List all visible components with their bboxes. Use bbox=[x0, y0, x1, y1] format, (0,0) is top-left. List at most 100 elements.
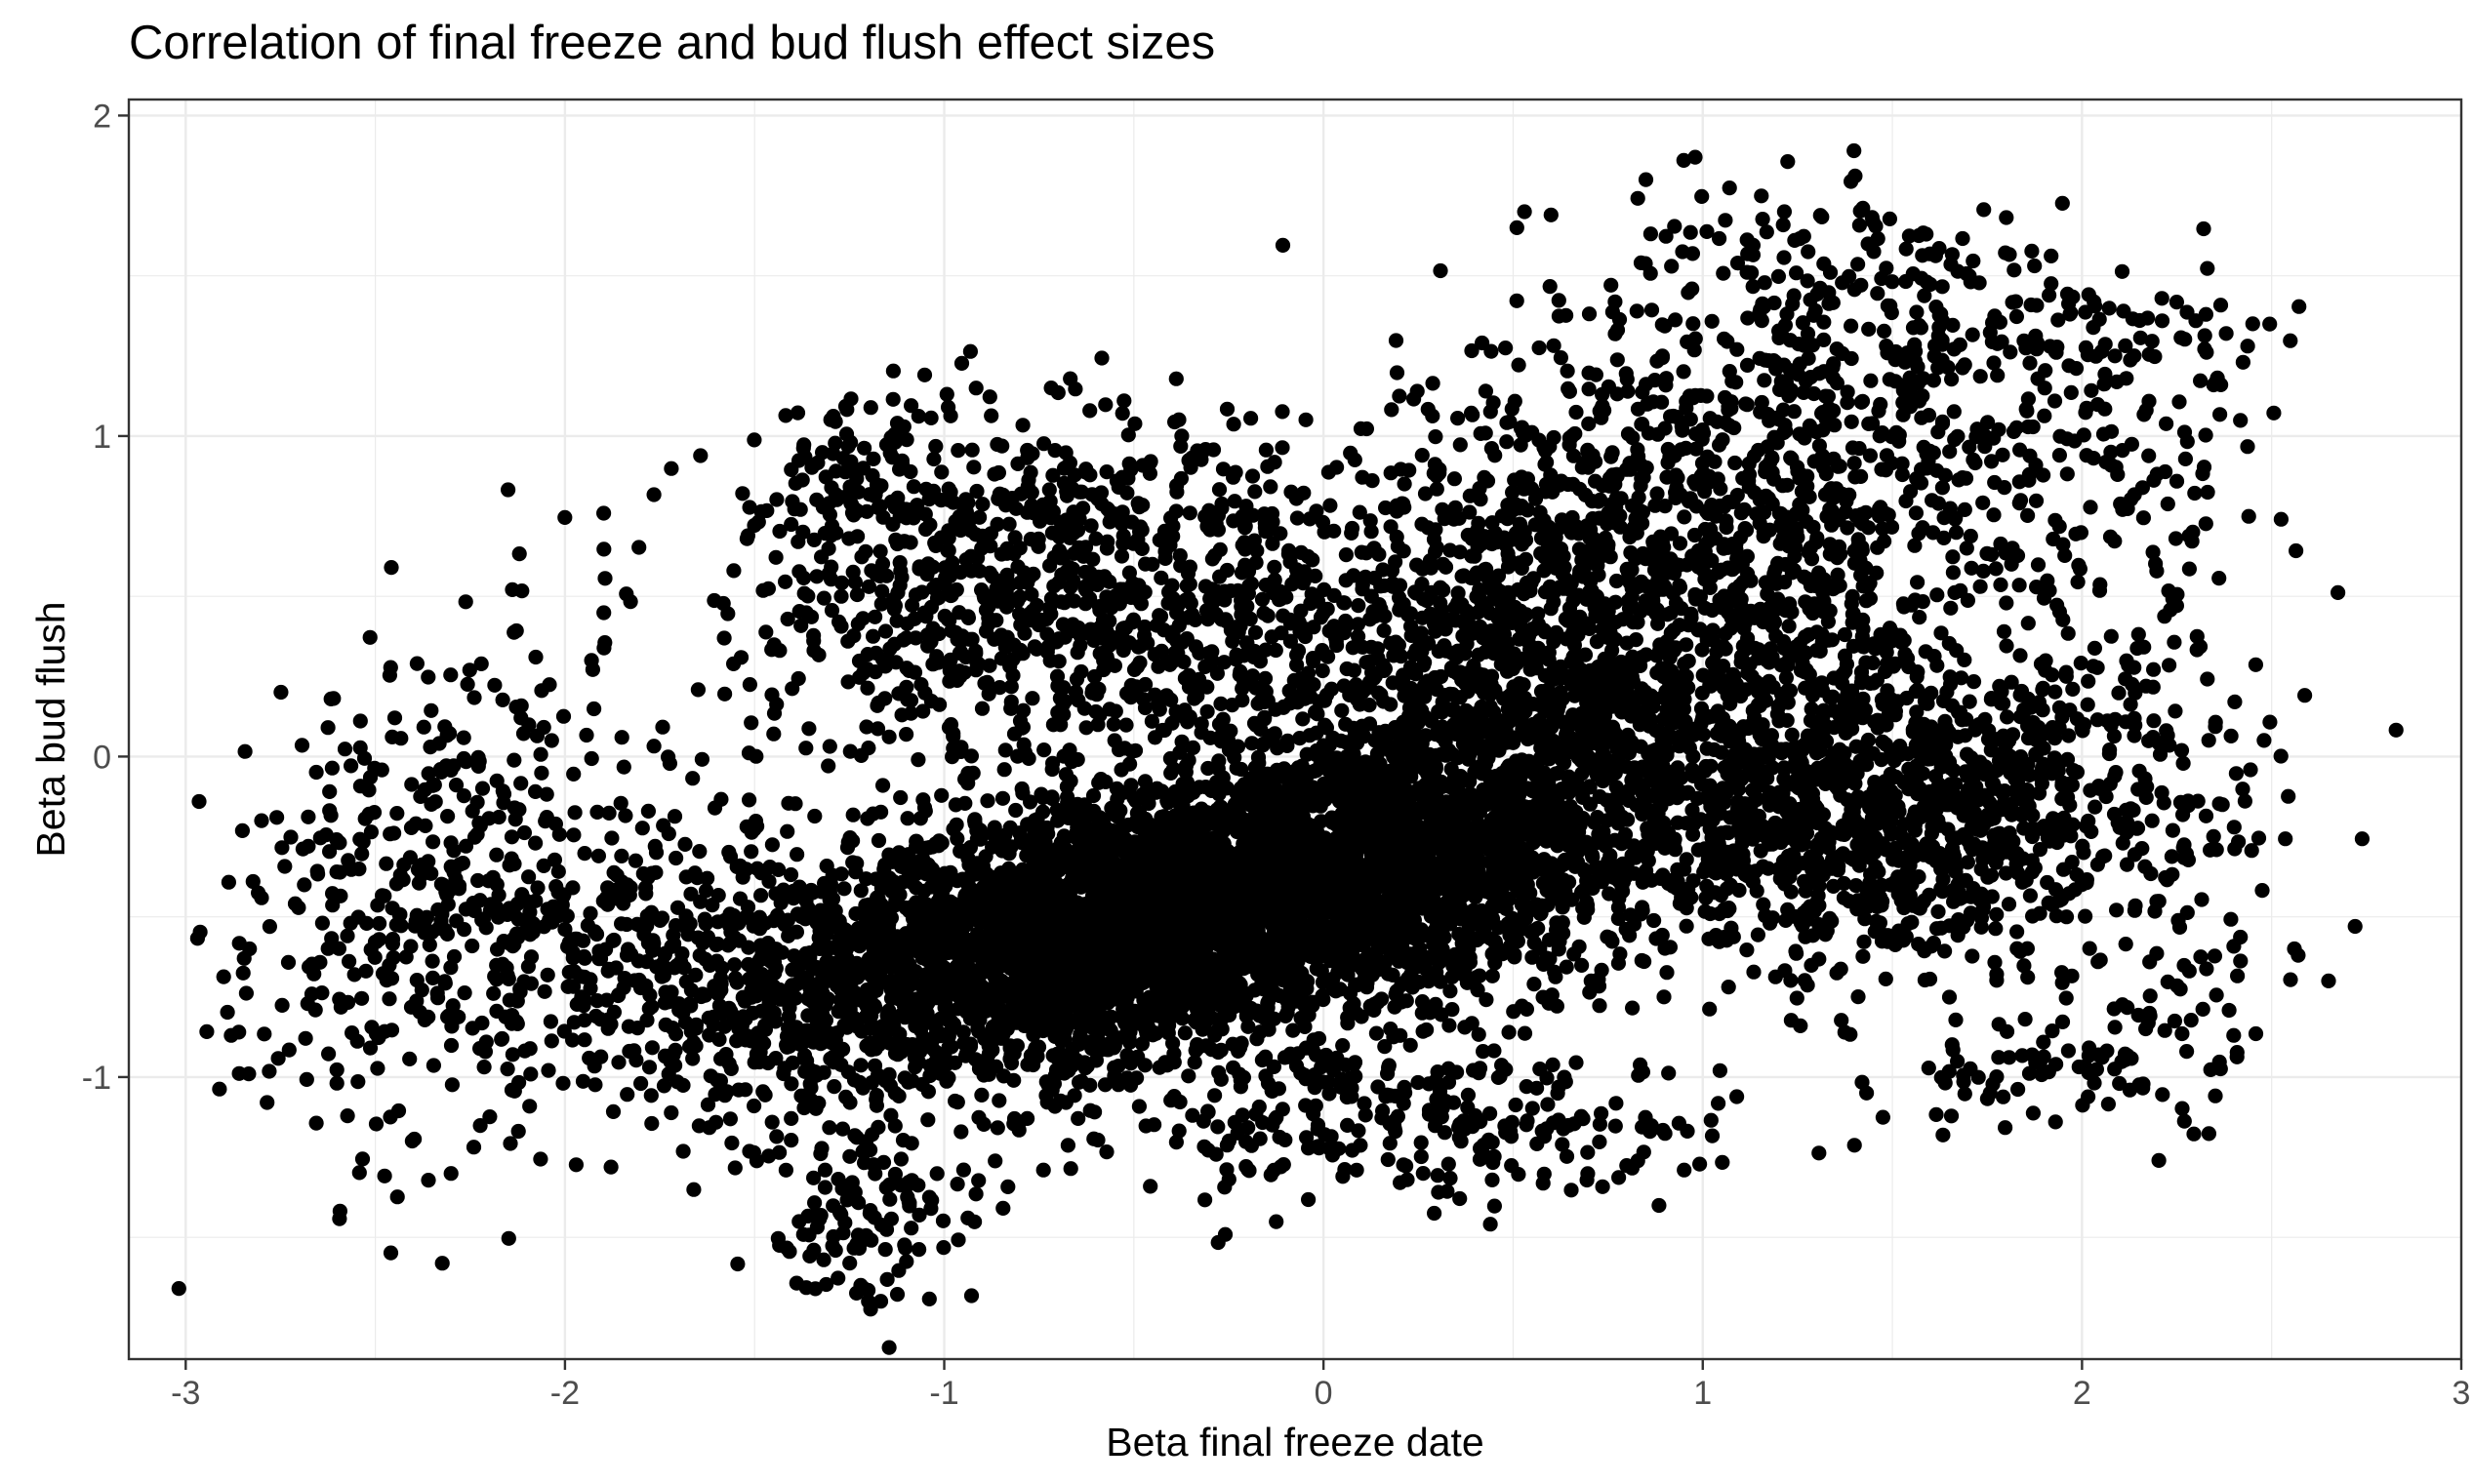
data-point bbox=[1519, 1001, 1534, 1017]
data-point bbox=[1374, 740, 1390, 755]
data-point bbox=[1313, 925, 1328, 941]
data-point bbox=[1214, 1022, 1230, 1037]
data-point bbox=[1260, 881, 1276, 897]
data-point bbox=[1517, 1025, 1533, 1041]
data-point bbox=[1049, 802, 1065, 819]
data-point bbox=[1099, 1144, 1115, 1160]
data-point bbox=[1346, 880, 1361, 896]
data-point bbox=[1267, 941, 1282, 956]
data-point bbox=[1181, 1068, 1196, 1084]
data-point bbox=[500, 1062, 515, 1077]
data-point bbox=[1085, 787, 1102, 804]
data-point bbox=[1315, 975, 1331, 990]
data-point bbox=[1384, 883, 1399, 899]
data-point bbox=[1506, 812, 1521, 827]
data-point bbox=[1327, 943, 1343, 959]
data-point bbox=[1244, 736, 1260, 751]
data-point bbox=[1008, 802, 1024, 819]
data-point bbox=[1912, 610, 1927, 625]
data-point bbox=[1257, 1006, 1273, 1022]
data-point bbox=[1283, 954, 1299, 970]
data-point bbox=[1721, 980, 1736, 995]
data-point bbox=[1137, 1058, 1153, 1073]
data-point bbox=[1252, 943, 1268, 959]
data-point bbox=[1282, 1046, 1298, 1062]
data-point bbox=[822, 1120, 837, 1136]
data-point bbox=[1409, 859, 1425, 874]
data-point bbox=[1238, 1004, 1254, 1021]
data-point bbox=[1378, 852, 1394, 867]
data-point bbox=[741, 956, 756, 973]
data-point bbox=[1592, 998, 1607, 1014]
data-point bbox=[948, 797, 964, 813]
data-point bbox=[1574, 957, 1590, 974]
data-point bbox=[476, 1060, 492, 1075]
data-point bbox=[1544, 987, 1560, 1003]
data-point bbox=[1476, 782, 1491, 798]
data-point bbox=[780, 823, 795, 839]
data-point bbox=[1368, 1025, 1384, 1041]
data-point bbox=[1060, 1138, 1075, 1153]
data-point bbox=[1305, 824, 1320, 840]
data-point bbox=[1174, 734, 1190, 749]
data-point bbox=[1459, 975, 1475, 990]
data-point bbox=[1162, 951, 1178, 967]
data-point bbox=[1544, 828, 1560, 844]
data-point bbox=[1501, 1024, 1517, 1040]
data-point bbox=[1444, 1002, 1460, 1018]
data-point bbox=[1410, 959, 1426, 975]
data-point bbox=[949, 817, 964, 832]
data-point bbox=[1160, 1025, 1176, 1041]
data-point bbox=[1107, 991, 1122, 1007]
data-point bbox=[1366, 1002, 1382, 1018]
data-point bbox=[941, 1025, 957, 1041]
data-point bbox=[836, 881, 852, 897]
data-point bbox=[1340, 967, 1356, 983]
data-point bbox=[1292, 842, 1308, 859]
data-point bbox=[1325, 758, 1341, 774]
data-point bbox=[1502, 927, 1518, 943]
data-point bbox=[1165, 761, 1181, 777]
data-point bbox=[1334, 702, 1350, 718]
data-point bbox=[1459, 945, 1475, 962]
data-point bbox=[1241, 866, 1258, 882]
data-point bbox=[1387, 999, 1402, 1015]
data-point bbox=[1504, 861, 1520, 876]
data-point bbox=[1285, 1023, 1301, 1038]
data-point bbox=[784, 1110, 799, 1126]
data-points bbox=[171, 142, 2404, 1355]
data-point bbox=[827, 1079, 842, 1095]
data-point bbox=[869, 983, 884, 998]
data-point bbox=[1399, 895, 1414, 911]
data-point bbox=[1547, 964, 1562, 980]
data-point bbox=[1442, 916, 1458, 932]
data-point bbox=[992, 1093, 1007, 1108]
data-point bbox=[727, 1160, 743, 1176]
data-point bbox=[1172, 831, 1188, 848]
data-point bbox=[853, 1058, 869, 1073]
data-point bbox=[1551, 889, 1566, 904]
data-point bbox=[1612, 946, 1628, 962]
data-point bbox=[1447, 791, 1464, 807]
data-point bbox=[1471, 852, 1486, 867]
data-point bbox=[994, 790, 1011, 806]
data-point bbox=[1311, 1030, 1327, 1047]
data-point bbox=[1000, 1179, 1016, 1194]
data-point bbox=[1177, 1025, 1193, 1041]
data-point bbox=[1186, 822, 1201, 838]
data-point bbox=[936, 893, 953, 908]
data-point bbox=[1217, 1008, 1233, 1023]
data-point bbox=[1044, 761, 1060, 778]
data-point bbox=[1603, 800, 1619, 816]
data-point bbox=[1440, 837, 1456, 853]
data-point bbox=[1463, 786, 1479, 802]
data-point bbox=[1444, 969, 1460, 985]
data-point bbox=[1342, 985, 1358, 1001]
data-point bbox=[1290, 905, 1306, 921]
data-point bbox=[1411, 781, 1427, 796]
data-point bbox=[1138, 1118, 1154, 1134]
data-point bbox=[1484, 911, 1501, 927]
data-point bbox=[1277, 813, 1293, 828]
data-point bbox=[1210, 1044, 1226, 1061]
data-point bbox=[640, 803, 657, 820]
